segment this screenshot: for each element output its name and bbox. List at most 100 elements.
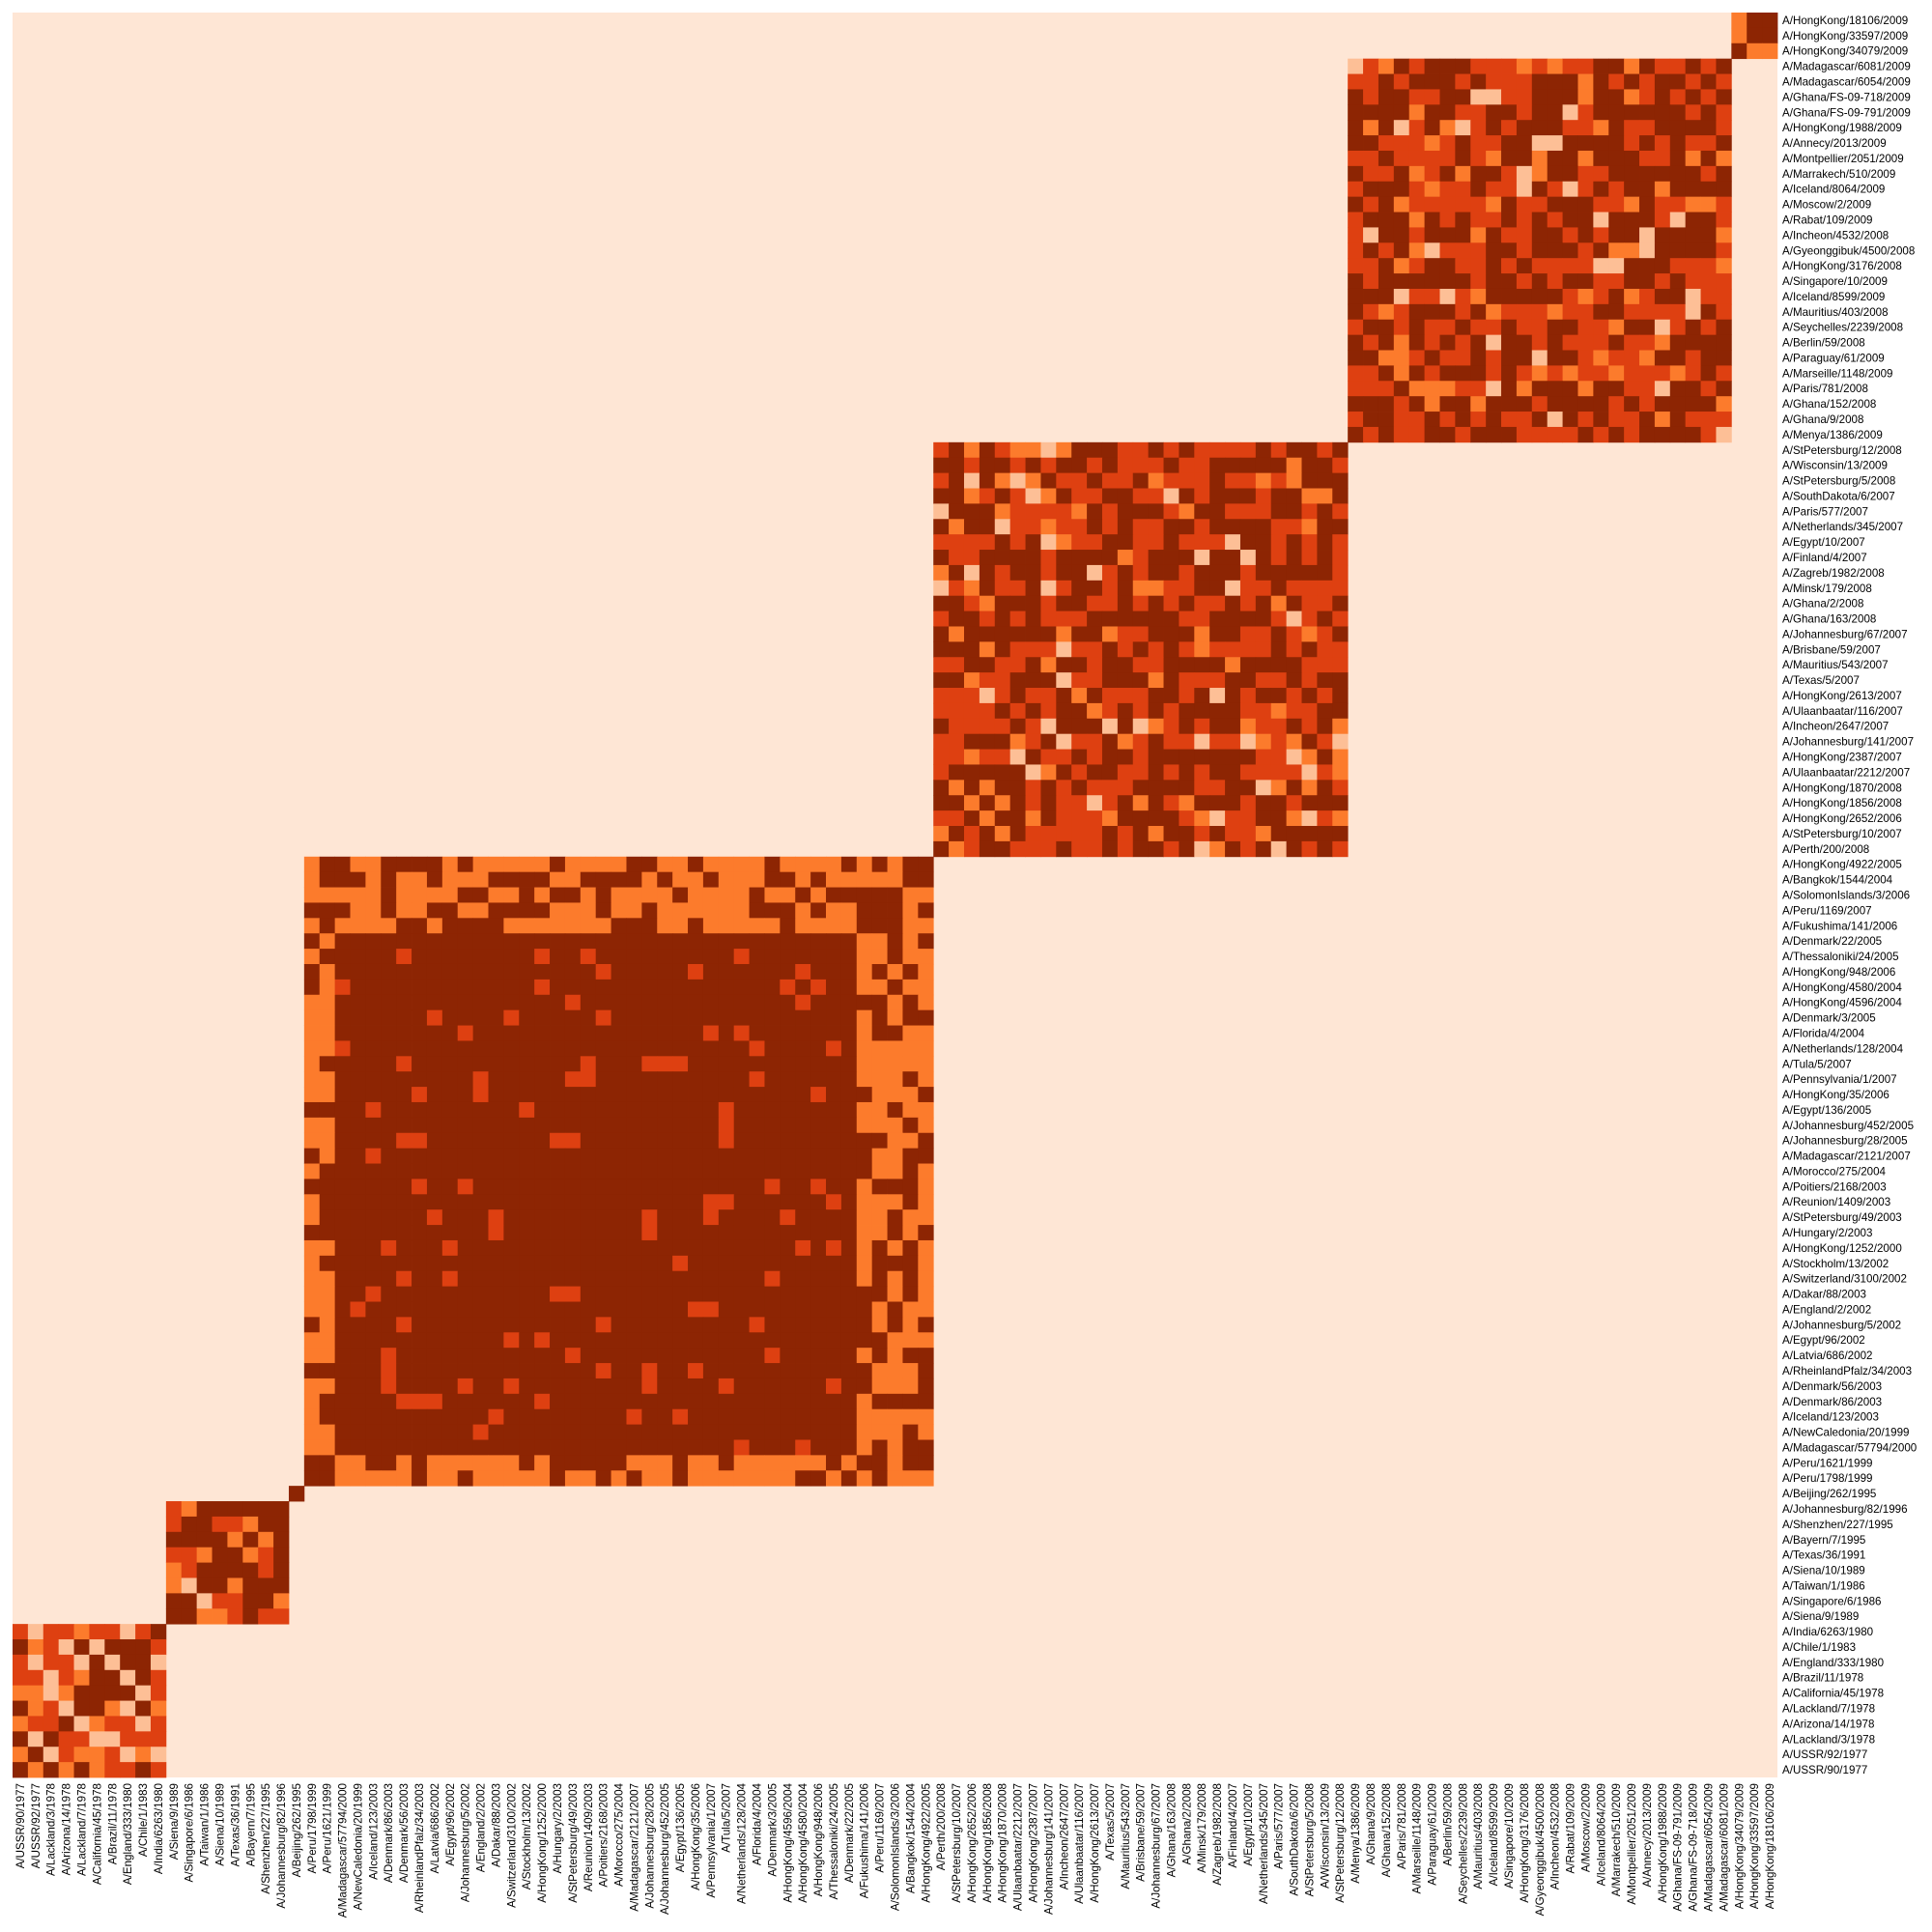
heatmap-cell xyxy=(135,1685,152,1701)
row-label: A/Taiwan/1/1986 xyxy=(1782,1579,1865,1592)
heatmap-cell xyxy=(780,1025,796,1041)
heatmap-cell xyxy=(412,1087,428,1103)
heatmap-cell xyxy=(672,1179,689,1195)
heatmap-cell xyxy=(334,1040,351,1057)
heatmap-cell xyxy=(1700,258,1717,274)
heatmap-cell xyxy=(350,1239,366,1257)
heatmap-cell xyxy=(242,1562,259,1578)
heatmap-cell xyxy=(1117,702,1134,720)
heatmap-cell xyxy=(795,1117,811,1134)
column-label: A/Ghana/2/2008 xyxy=(1180,1783,1193,1864)
heatmap-cell xyxy=(1117,657,1134,673)
heatmap-cell xyxy=(1163,764,1179,781)
heatmap-cell xyxy=(641,1363,658,1379)
heatmap-cell xyxy=(887,1317,903,1333)
heatmap-cell xyxy=(396,933,412,950)
column-label: A/HongKong/1252/2000 xyxy=(536,1783,549,1903)
heatmap-cell xyxy=(764,1132,781,1150)
heatmap-cell xyxy=(1639,181,1656,198)
heatmap-cell xyxy=(702,887,720,903)
heatmap-cell xyxy=(43,1700,60,1717)
heatmap-cell xyxy=(733,1040,750,1057)
heatmap-cell xyxy=(1317,657,1333,673)
heatmap-cell xyxy=(1700,365,1717,382)
heatmap-cell xyxy=(933,611,950,627)
heatmap-cell xyxy=(441,1286,459,1302)
heatmap-cell xyxy=(795,1209,811,1226)
column-label: A/Johannesburg/82/1996 xyxy=(275,1783,288,1909)
heatmap-cell xyxy=(303,1408,321,1425)
heatmap-cell xyxy=(780,1332,796,1349)
heatmap-cell xyxy=(381,933,397,950)
heatmap-cell xyxy=(519,933,535,950)
heatmap-cell xyxy=(350,1179,366,1195)
heatmap-cell xyxy=(1363,212,1379,228)
heatmap-cell xyxy=(1101,472,1119,489)
heatmap-cell xyxy=(887,1424,903,1440)
heatmap-cell xyxy=(1040,764,1057,781)
heatmap-cell xyxy=(1593,273,1609,290)
heatmap-cell xyxy=(27,1762,44,1778)
heatmap-cell xyxy=(595,979,611,996)
heatmap-cell xyxy=(1593,227,1609,243)
heatmap-cell xyxy=(795,1101,811,1119)
heatmap-cell xyxy=(503,994,520,1011)
heatmap-cell xyxy=(1547,381,1563,397)
heatmap-cell xyxy=(1348,212,1364,228)
heatmap-cell xyxy=(412,1332,428,1349)
heatmap-cell xyxy=(457,1132,474,1150)
heatmap-cell xyxy=(365,1270,382,1288)
row-label: A/Madagascar/6081/2009 xyxy=(1782,61,1911,73)
heatmap-cell xyxy=(457,1470,474,1487)
heatmap-cell xyxy=(1577,319,1594,336)
heatmap-cell xyxy=(472,1470,489,1487)
heatmap-cell xyxy=(871,1194,888,1210)
heatmap-cell xyxy=(1577,350,1594,366)
heatmap-cell xyxy=(550,1363,566,1379)
heatmap-cell xyxy=(1363,242,1379,259)
heatmap-cell xyxy=(810,1009,827,1026)
heatmap-cell xyxy=(1071,780,1088,796)
heatmap-cell xyxy=(1470,212,1487,228)
heatmap-cell xyxy=(350,1332,366,1349)
heatmap-cell xyxy=(918,1179,934,1195)
heatmap-cell xyxy=(840,1025,858,1041)
heatmap-cell xyxy=(89,1716,105,1732)
heatmap-cell xyxy=(1117,534,1134,551)
heatmap-cell xyxy=(611,1117,627,1134)
heatmap-cell xyxy=(1486,196,1502,213)
heatmap-cell xyxy=(749,1009,765,1026)
heatmap-cell xyxy=(764,918,781,934)
heatmap-cell xyxy=(1009,564,1026,582)
heatmap-cell xyxy=(1486,212,1502,228)
heatmap-cell xyxy=(73,1669,90,1687)
heatmap-cell xyxy=(902,1455,919,1471)
heatmap-cell xyxy=(1071,580,1088,597)
heatmap-cell xyxy=(1531,242,1548,259)
heatmap-cell xyxy=(488,1378,504,1395)
heatmap-cell xyxy=(1654,319,1671,336)
heatmap-cell xyxy=(1654,73,1671,90)
heatmap-cell xyxy=(519,1148,535,1164)
heatmap-cell xyxy=(1424,319,1440,336)
heatmap-cell xyxy=(1087,457,1103,474)
heatmap-cell xyxy=(1408,227,1425,243)
heatmap-cell xyxy=(365,1163,382,1179)
heatmap-cell xyxy=(365,1117,382,1134)
heatmap-cell xyxy=(933,795,950,811)
heatmap-cell xyxy=(733,1317,750,1333)
heatmap-cell xyxy=(258,1516,274,1533)
heatmap-cell xyxy=(319,1270,336,1288)
heatmap-cell xyxy=(519,1332,535,1349)
heatmap-cell xyxy=(550,1286,566,1302)
heatmap-cell xyxy=(1408,426,1425,443)
heatmap-cell xyxy=(580,1163,597,1179)
heatmap-cell xyxy=(641,1209,658,1226)
heatmap-cell xyxy=(672,1363,689,1379)
column-label: A/Seychelles/2239/2008 xyxy=(1457,1783,1469,1904)
heatmap-cell xyxy=(641,1301,658,1318)
heatmap-cell xyxy=(657,1101,673,1119)
heatmap-cell xyxy=(334,856,351,873)
heatmap-cell xyxy=(871,1071,888,1088)
heatmap-cell xyxy=(1408,381,1425,397)
